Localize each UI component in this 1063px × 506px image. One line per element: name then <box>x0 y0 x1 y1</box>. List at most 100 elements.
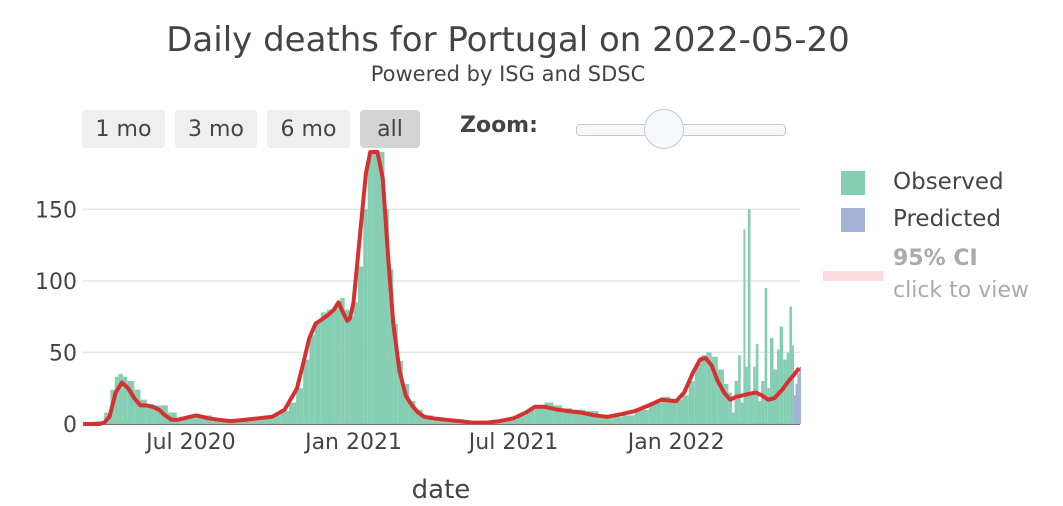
bar <box>309 335 315 424</box>
bar <box>262 418 273 424</box>
bar <box>384 209 389 424</box>
bar <box>711 356 718 424</box>
x-tick-label: Jul 2020 <box>144 430 236 455</box>
range-6mo-button[interactable]: 6 mo <box>267 110 350 148</box>
bar <box>388 269 394 424</box>
bar <box>723 383 729 424</box>
bar <box>288 402 297 424</box>
bar <box>525 409 535 424</box>
bar <box>272 415 281 424</box>
bar <box>750 395 754 424</box>
bar <box>363 209 368 424</box>
bar <box>799 366 802 424</box>
bar <box>380 152 385 424</box>
bar <box>738 355 741 424</box>
bar <box>517 415 526 424</box>
bar <box>767 388 770 424</box>
bar <box>340 298 345 424</box>
bar <box>334 306 341 424</box>
zoom-slider-knob[interactable] <box>644 109 684 149</box>
bar <box>422 415 434 424</box>
bar <box>676 399 683 424</box>
legend-ci-swatch[interactable] <box>823 271 883 281</box>
bar <box>758 401 762 424</box>
legend-observed-label[interactable]: Observed <box>893 169 1004 195</box>
bar <box>114 376 119 424</box>
y-tick-label: 150 <box>35 198 77 223</box>
bar <box>357 266 364 424</box>
bar <box>176 419 186 424</box>
bar <box>127 381 135 424</box>
bar <box>303 359 310 424</box>
bar <box>367 152 373 424</box>
bar <box>761 381 765 424</box>
bar <box>728 392 732 424</box>
x-tick-label: Jul 2021 <box>467 430 559 455</box>
bar <box>185 418 195 424</box>
bar <box>249 419 263 424</box>
bar <box>280 411 289 424</box>
bar <box>403 383 410 424</box>
bar <box>140 399 147 424</box>
bar <box>753 366 756 424</box>
bar <box>734 381 739 424</box>
bar <box>795 383 798 424</box>
smoothed-trend-line <box>83 150 801 426</box>
bar <box>134 389 141 424</box>
bar <box>296 388 304 424</box>
bar <box>764 288 768 424</box>
bar <box>797 373 800 424</box>
bar <box>598 415 612 424</box>
bar <box>353 302 358 424</box>
bar <box>349 316 354 424</box>
chart-title: Daily deaths for Portugal on 2022-05-20 <box>166 20 850 60</box>
bar <box>648 402 662 424</box>
bar <box>320 312 328 424</box>
x-axis-ticks: Jul 2020 Jan 2021 Jul 2021 Jan 2022 <box>144 430 725 455</box>
legend-predicted-swatch[interactable] <box>841 208 865 232</box>
legend-ci-label[interactable]: 95% CI <box>893 246 978 271</box>
bar <box>682 395 689 424</box>
y-axis-ticks: 0 50 100 150 <box>35 198 77 438</box>
bar <box>235 421 250 424</box>
bar <box>118 373 123 424</box>
bar <box>433 418 446 424</box>
legend-ci-hint[interactable]: click to view <box>893 278 1029 303</box>
y-tick-label: 100 <box>35 270 77 295</box>
zoom-label: Zoom: <box>460 113 538 138</box>
x-axis-title: date <box>412 475 471 505</box>
bar <box>779 326 784 424</box>
bar <box>409 401 416 424</box>
range-all-button[interactable]: all <box>360 110 420 148</box>
bar <box>562 408 572 424</box>
legend-predicted-label[interactable]: Predicted <box>893 206 1001 232</box>
range-3mo-button[interactable]: 3 mo <box>175 110 257 148</box>
bar <box>122 376 128 424</box>
range-1mo-button[interactable]: 1 mo <box>82 110 165 148</box>
bar <box>146 403 154 424</box>
bar <box>194 415 204 424</box>
bar <box>372 152 377 424</box>
bar <box>344 309 350 424</box>
bar <box>634 409 649 424</box>
bar <box>793 395 796 424</box>
chart-subtitle: Powered by ISG and SDSC <box>370 62 646 86</box>
bar <box>789 306 793 424</box>
legend-observed-swatch[interactable] <box>841 171 865 195</box>
bar <box>786 352 790 424</box>
bar <box>415 409 423 424</box>
bar <box>611 416 623 424</box>
bar <box>397 361 404 424</box>
y-tick-label: 50 <box>49 341 77 366</box>
bar <box>777 349 780 424</box>
y-tick-label: 0 <box>63 413 77 438</box>
bar <box>553 405 563 424</box>
bar <box>376 152 381 424</box>
bar <box>327 309 335 424</box>
bar <box>661 396 671 424</box>
observed-bars <box>95 152 795 424</box>
bar <box>740 402 744 424</box>
x-tick-label: Jan 2022 <box>626 430 725 455</box>
bar <box>622 415 635 424</box>
